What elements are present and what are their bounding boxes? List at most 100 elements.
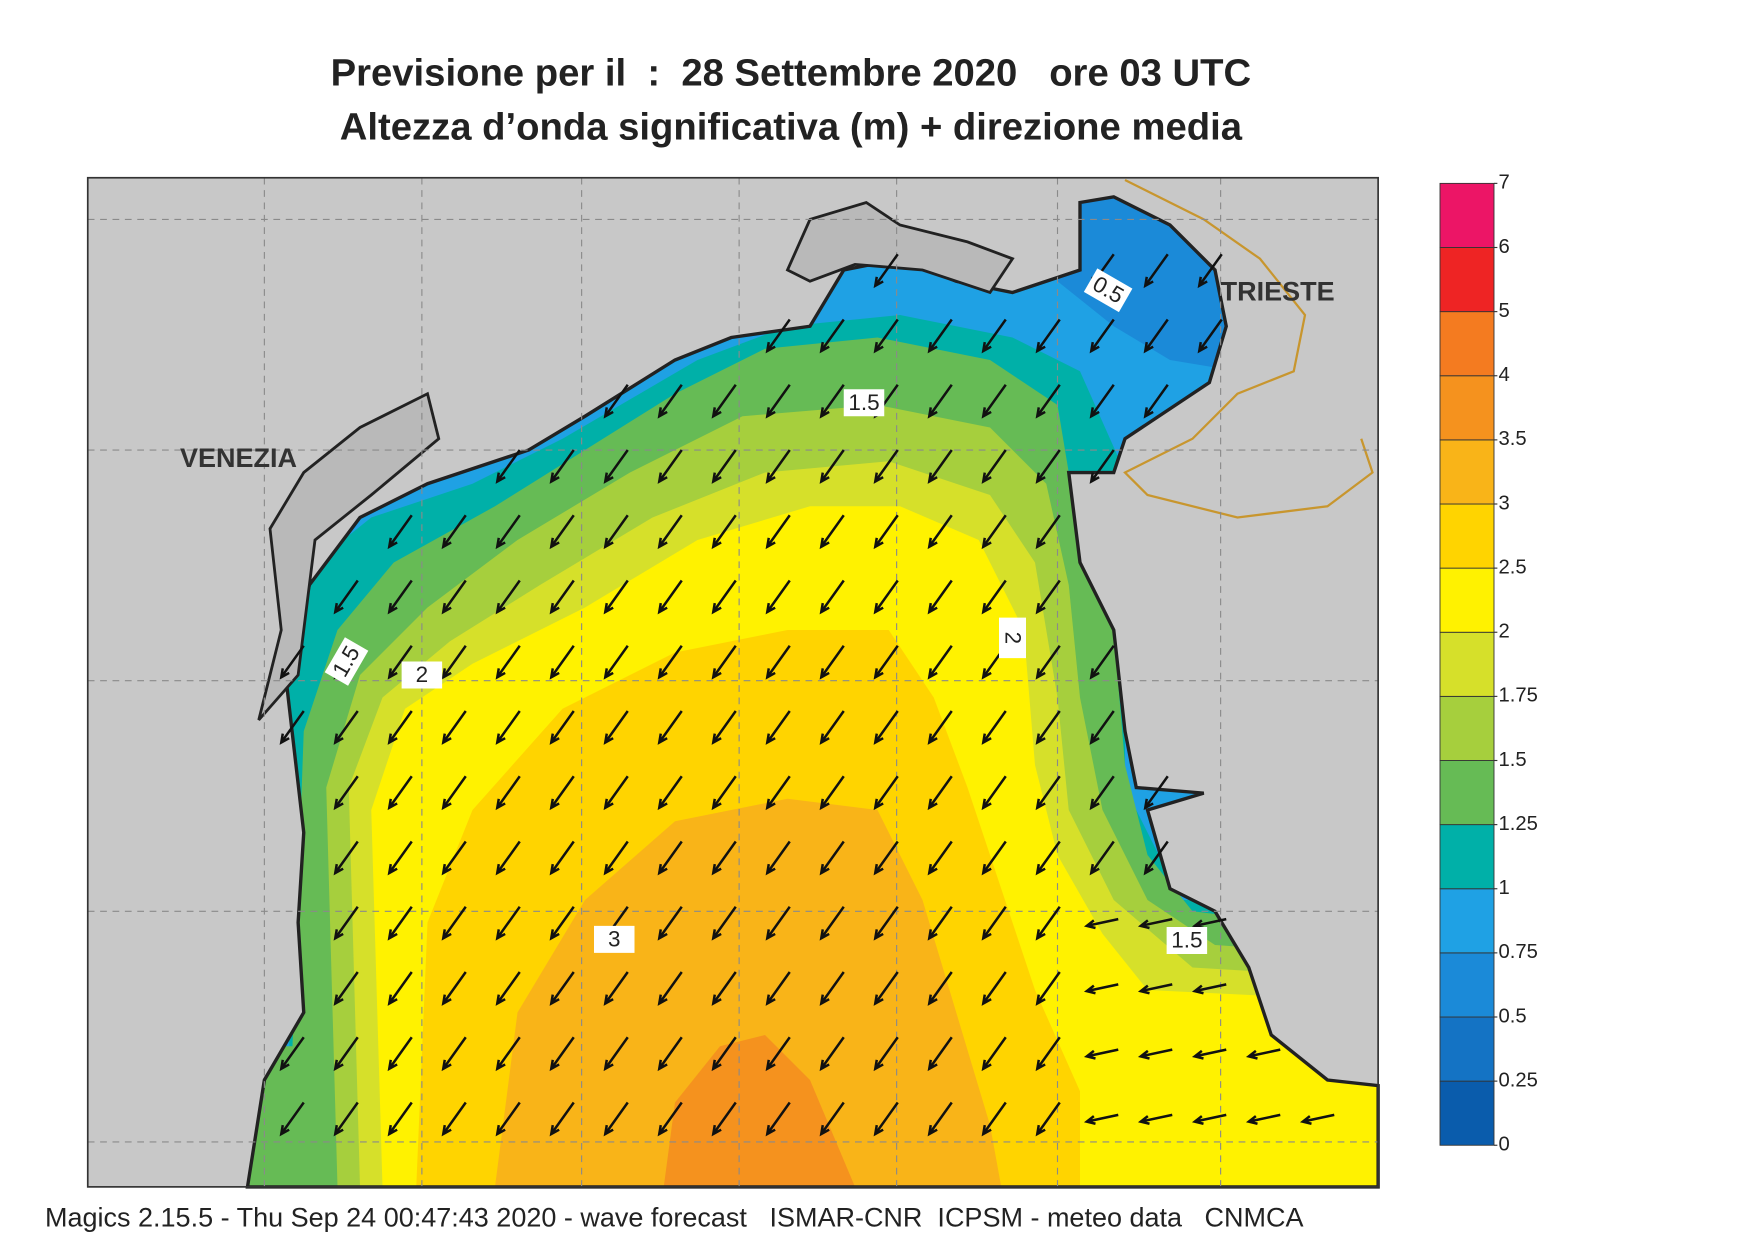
colorbar: 0 0.25 0.5 0.75 1 1.25 1.5 1.75 2 2.5 3 3.5 4 5 6 7 [1439, 172, 1538, 1156]
direction-arrow [1083, 983, 1119, 995]
direction-arrow [387, 906, 413, 941]
direction-arrow [657, 1036, 683, 1072]
direction-arrow [927, 579, 953, 615]
direction-arrow [1035, 906, 1061, 941]
colorbar-tick-label: 4 [1499, 364, 1510, 386]
direction-arrow [1083, 1113, 1119, 1125]
colorbar-band [1439, 503, 1495, 569]
direction-arrow [495, 579, 521, 615]
direction-arrow [981, 1036, 1007, 1072]
direction-arrow [765, 384, 791, 419]
colorbar-band [1439, 631, 1495, 697]
direction-arrow [981, 971, 1007, 1006]
direction-arrow [495, 971, 521, 1006]
direction-arrow [873, 775, 899, 811]
direction-arrow [603, 645, 629, 680]
direction-arrow [873, 579, 899, 615]
direction-arrow [603, 449, 629, 484]
direction-arrow [711, 775, 737, 811]
direction-arrow [1089, 645, 1115, 680]
direction-arrow [819, 514, 845, 550]
direction-arrow [441, 645, 467, 680]
direction-arrow [603, 775, 629, 811]
direction-arrow [981, 775, 1007, 811]
direction-arrow [711, 645, 737, 680]
direction-arrow [495, 449, 521, 484]
contour-label-bg [1083, 268, 1133, 313]
direction-arrow [549, 1036, 575, 1072]
place-label: VENEZIA [180, 443, 297, 473]
direction-arrow [819, 971, 845, 1006]
contour-label-text: 1.5 [1171, 928, 1202, 953]
direction-arrow [603, 514, 629, 550]
colorbar-band [1439, 760, 1495, 826]
direction-arrow [549, 645, 575, 680]
direction-arrow [495, 775, 521, 811]
direction-arrow [927, 775, 953, 811]
direction-arrow [981, 514, 1007, 550]
direction-arrow [1089, 449, 1115, 484]
direction-arrow [657, 775, 683, 811]
direction-arrow [657, 710, 683, 745]
direction-arrow [657, 449, 683, 484]
direction-arrow [981, 1101, 1007, 1137]
direction-arrow [1245, 1113, 1281, 1125]
direction-arrow [333, 1036, 359, 1072]
direction-arrow [711, 514, 737, 550]
direction-arrow [1035, 840, 1061, 876]
direction-arrow [1137, 1113, 1173, 1125]
colorbar-band [1439, 247, 1495, 313]
direction-arrow [1035, 645, 1061, 680]
direction-arrow [765, 775, 791, 811]
contour-label-bg [999, 617, 1026, 659]
direction-arrow [657, 1101, 683, 1137]
direction-arrow [927, 645, 953, 680]
coastline [245, 195, 1380, 1189]
direction-arrow [387, 579, 413, 615]
colorbar-band [1439, 311, 1495, 377]
colorbar-band [1439, 1080, 1495, 1146]
direction-arrow [765, 840, 791, 876]
colorbar-tick-label: 1.5 [1499, 749, 1527, 771]
direction-arrow [1191, 1048, 1227, 1060]
contour-label: 1.5 [1166, 927, 1208, 954]
direction-arrow [765, 645, 791, 680]
direction-arrow [333, 1101, 359, 1137]
direction-arrow [333, 840, 359, 876]
contour-label-bg [594, 925, 635, 953]
direction-arrow [819, 318, 845, 354]
direction-arrow [1137, 1048, 1173, 1060]
title-line: Altezza d’onda significativa (m) + direz… [340, 106, 1243, 149]
direction-arrow [873, 710, 899, 745]
contour-label-bg [401, 661, 443, 689]
place-label: TRIESTE [1221, 276, 1335, 306]
direction-arrow [549, 775, 575, 811]
direction-arrow [873, 253, 899, 289]
colorbar-tick-label: 7 [1499, 172, 1510, 194]
direction-arrow [1035, 971, 1061, 1006]
colorbar-tick-label: 0.75 [1499, 941, 1538, 963]
direction-arrow [873, 971, 899, 1006]
direction-arrow [333, 775, 359, 811]
direction-arrow [819, 1036, 845, 1072]
direction-arrow [819, 775, 845, 811]
direction-arrow [873, 514, 899, 550]
direction-arrow [711, 579, 737, 615]
direction-arrow [441, 1036, 467, 1072]
direction-arrow [495, 1036, 521, 1072]
direction-arrow [441, 906, 467, 941]
direction-arrow [873, 1101, 899, 1137]
direction-arrow [387, 840, 413, 876]
direction-arrow [1035, 514, 1061, 550]
direction-arrow [387, 1036, 413, 1072]
colorbar-band [1439, 824, 1495, 890]
direction-arrow [927, 514, 953, 550]
direction-arrow [441, 971, 467, 1006]
direction-arrow [873, 318, 899, 354]
direction-arrow [1143, 253, 1169, 289]
direction-arrow [333, 906, 359, 941]
direction-arrow [549, 906, 575, 941]
direction-arrow [711, 449, 737, 484]
direction-arrow [765, 710, 791, 745]
